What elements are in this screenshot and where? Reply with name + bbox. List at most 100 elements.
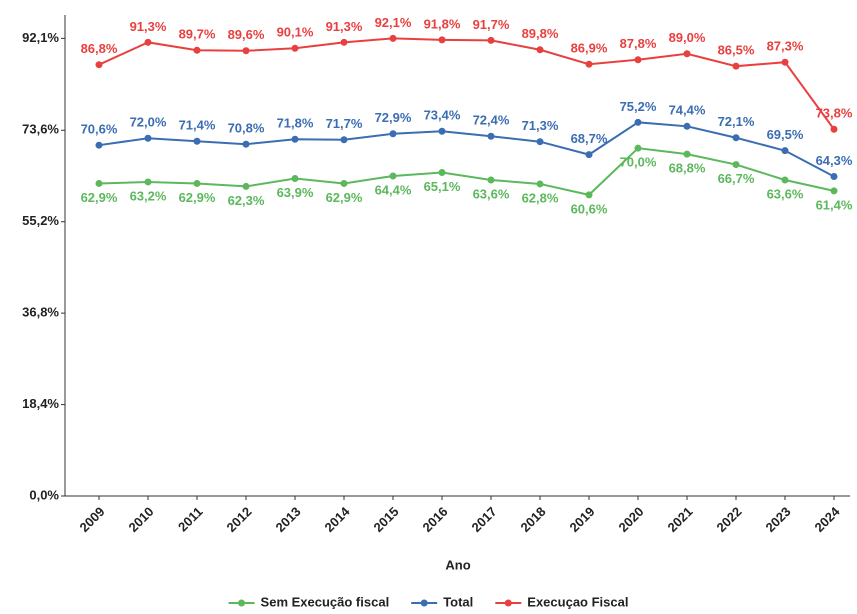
x-tick-label: 2014	[321, 503, 353, 535]
data-point	[291, 44, 299, 52]
data-label: 71,7%	[326, 116, 363, 131]
data-point	[781, 58, 789, 66]
data-point	[585, 60, 593, 68]
data-point	[144, 134, 152, 142]
data-label: 71,8%	[277, 116, 314, 131]
data-point	[340, 136, 348, 144]
data-point	[781, 147, 789, 155]
data-label: 91,8%	[424, 16, 461, 31]
data-label: 89,8%	[522, 26, 559, 41]
legend-marker	[420, 599, 428, 607]
x-tick-label: 2022	[713, 504, 744, 535]
data-point	[683, 122, 691, 130]
data-label: 70,0%	[620, 155, 657, 170]
data-point	[487, 36, 495, 44]
data-label: 63,2%	[130, 188, 167, 203]
data-point	[95, 61, 103, 69]
data-point	[634, 56, 642, 64]
data-label: 63,6%	[767, 186, 804, 201]
data-label: 86,8%	[81, 41, 118, 56]
x-tick-label: 2017	[468, 504, 499, 535]
series-line	[98, 121, 835, 178]
data-point	[683, 50, 691, 58]
data-point	[438, 127, 446, 135]
data-point	[242, 47, 250, 55]
data-label: 65,1%	[424, 179, 461, 194]
data-point	[438, 169, 446, 177]
data-label: 62,9%	[81, 190, 118, 205]
data-point	[340, 38, 348, 46]
data-point	[585, 191, 593, 199]
x-axis-label: Ano	[445, 557, 470, 572]
data-label: 71,4%	[179, 118, 216, 133]
data-label: 72,4%	[473, 113, 510, 128]
data-point	[193, 179, 201, 187]
data-point	[144, 38, 152, 46]
data-label: 73,8%	[816, 106, 853, 121]
data-point	[389, 172, 397, 180]
data-point	[242, 140, 250, 148]
data-label: 68,7%	[571, 131, 608, 146]
data-label: 70,8%	[228, 121, 265, 136]
x-tick-label: 2018	[517, 504, 548, 535]
data-label: 62,9%	[179, 190, 216, 205]
data-label: 91,3%	[130, 19, 167, 34]
data-label: 68,8%	[669, 161, 706, 176]
x-tick-label: 2016	[419, 504, 450, 535]
data-point	[536, 180, 544, 188]
data-label: 87,3%	[767, 39, 804, 54]
data-label: 62,3%	[228, 193, 265, 208]
data-point	[438, 36, 446, 44]
data-label: 64,3%	[816, 153, 853, 168]
legend-label: Total	[443, 594, 473, 609]
x-tick-label: 2012	[223, 504, 254, 535]
x-tick-label: 2009	[76, 504, 107, 535]
legend-label: Sem Execução fiscal	[261, 594, 390, 609]
data-label: 86,9%	[571, 41, 608, 56]
data-point	[193, 46, 201, 54]
data-label: 61,4%	[816, 197, 853, 212]
data-label: 69,5%	[767, 127, 804, 142]
data-point	[830, 125, 838, 133]
data-point	[781, 176, 789, 184]
series-line	[98, 37, 835, 130]
data-label: 64,4%	[375, 182, 412, 197]
data-label: 62,9%	[326, 190, 363, 205]
data-point	[291, 135, 299, 143]
data-point	[389, 34, 397, 42]
y-tick-label: 0,0%	[29, 487, 59, 502]
data-label: 86,5%	[718, 43, 755, 58]
data-label: 60,6%	[571, 201, 608, 216]
x-tick-label: 2023	[762, 504, 793, 535]
data-point	[95, 141, 103, 149]
data-label: 66,7%	[718, 171, 755, 186]
data-point	[95, 179, 103, 187]
x-tick-label: 2015	[370, 504, 401, 535]
data-label: 91,3%	[326, 19, 363, 34]
y-tick-label: 18,4%	[22, 396, 59, 411]
x-tick-label: 2011	[175, 504, 206, 535]
data-label: 90,1%	[277, 25, 314, 40]
data-label: 72,0%	[130, 115, 167, 130]
data-label: 62,8%	[522, 190, 559, 205]
data-point	[536, 46, 544, 54]
x-tick-label: 2010	[125, 504, 156, 535]
data-point	[732, 161, 740, 169]
x-tick-label: 2024	[811, 503, 843, 535]
y-tick-label: 36,8%	[22, 305, 59, 320]
data-point	[732, 62, 740, 70]
data-point	[732, 134, 740, 142]
data-point	[634, 118, 642, 126]
data-point	[193, 137, 201, 145]
data-label: 63,9%	[277, 185, 314, 200]
data-point	[389, 130, 397, 138]
data-label: 75,2%	[620, 99, 657, 114]
legend-label: Execuçao Fiscal	[527, 594, 628, 609]
legend-marker	[504, 599, 512, 607]
data-label: 63,6%	[473, 186, 510, 201]
data-label: 91,7%	[473, 17, 510, 32]
y-tick-label: 92,1%	[22, 30, 59, 45]
data-point	[242, 182, 250, 190]
legend-marker	[238, 599, 246, 607]
